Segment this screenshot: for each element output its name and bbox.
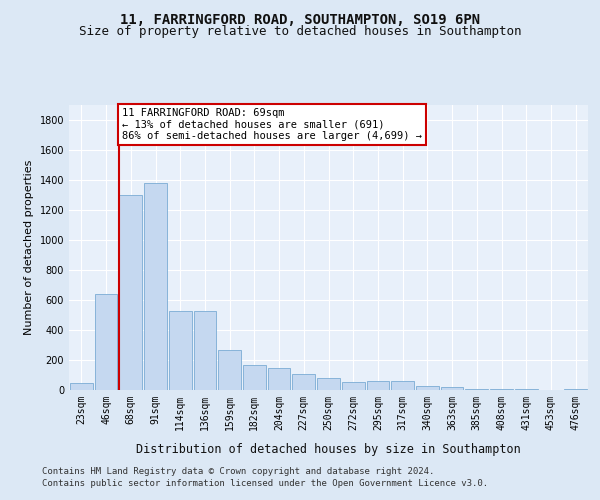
Text: Distribution of detached houses by size in Southampton: Distribution of detached houses by size …	[136, 442, 521, 456]
Text: Contains HM Land Registry data © Crown copyright and database right 2024.: Contains HM Land Registry data © Crown c…	[42, 468, 434, 476]
Bar	[416, 386, 439, 390]
Bar	[218, 350, 241, 390]
Bar	[194, 311, 216, 390]
Bar	[490, 389, 513, 390]
Bar	[367, 381, 389, 390]
Text: 11, FARRINGFORD ROAD, SOUTHAMPTON, SO19 6PN: 11, FARRINGFORD ROAD, SOUTHAMPTON, SO19 …	[120, 12, 480, 26]
Text: 11 FARRINGFORD ROAD: 69sqm
← 13% of detached houses are smaller (691)
86% of sem: 11 FARRINGFORD ROAD: 69sqm ← 13% of deta…	[122, 108, 422, 141]
Bar	[342, 382, 365, 390]
Bar	[70, 383, 93, 390]
Bar	[95, 294, 118, 390]
Bar	[119, 195, 142, 390]
Text: Contains public sector information licensed under the Open Government Licence v3: Contains public sector information licen…	[42, 478, 488, 488]
Bar	[391, 381, 414, 390]
Text: Size of property relative to detached houses in Southampton: Size of property relative to detached ho…	[79, 25, 521, 38]
Bar	[169, 310, 191, 390]
Bar	[317, 378, 340, 390]
Bar	[564, 389, 587, 390]
Bar	[268, 368, 290, 390]
Bar	[441, 387, 463, 390]
Y-axis label: Number of detached properties: Number of detached properties	[24, 160, 34, 335]
Bar	[243, 365, 266, 390]
Bar	[144, 183, 167, 390]
Bar	[292, 374, 315, 390]
Bar	[466, 389, 488, 390]
Bar	[515, 389, 538, 390]
